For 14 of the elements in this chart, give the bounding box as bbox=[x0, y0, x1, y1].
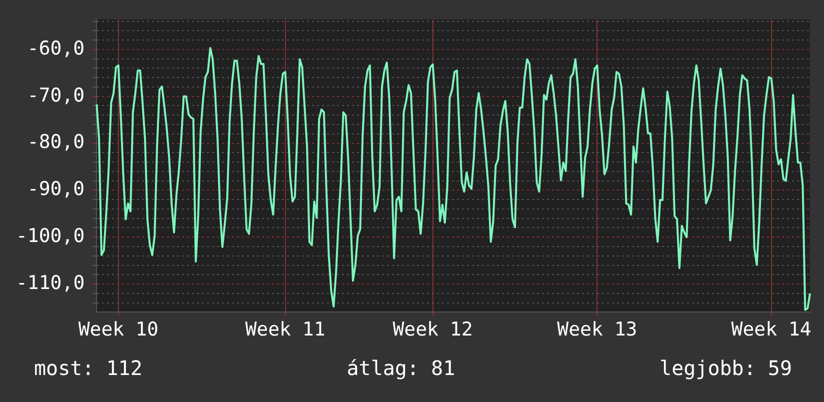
x-tick-label: Week 12 bbox=[392, 318, 473, 341]
x-tick-label: Week 10 bbox=[78, 318, 158, 341]
y-tick-label: -90,0 bbox=[27, 178, 85, 200]
y-tick-label: -80,0 bbox=[27, 131, 85, 154]
x-tick-label: Week 14 bbox=[731, 318, 812, 341]
y-tick-label: -70,0 bbox=[27, 84, 85, 106]
x-tick-label: Week 11 bbox=[245, 318, 326, 341]
y-tick-label: -100,0 bbox=[16, 225, 85, 248]
x-tick-label: Week 13 bbox=[557, 318, 638, 341]
y-tick-label: -60,0 bbox=[27, 37, 85, 60]
y-tick-label: -110,0 bbox=[16, 272, 85, 294]
text: legjobb: 59 bbox=[660, 356, 792, 380]
text: most: 112 bbox=[34, 356, 142, 380]
text: átlag: 81 bbox=[346, 356, 456, 380]
